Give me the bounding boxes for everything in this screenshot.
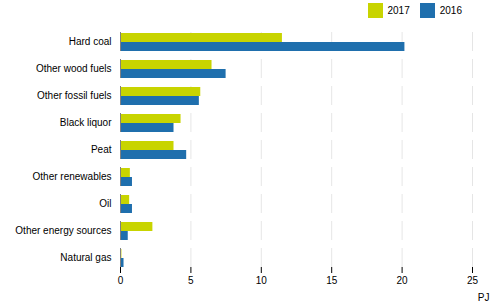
- svg-text:Other wood fuels: Other wood fuels: [36, 63, 112, 74]
- svg-text:Oil: Oil: [99, 198, 111, 209]
- svg-text:5: 5: [188, 275, 194, 286]
- svg-text:Other fossil fuels: Other fossil fuels: [37, 90, 111, 101]
- svg-text:25: 25: [467, 275, 479, 286]
- svg-text:15: 15: [326, 275, 338, 286]
- svg-text:PJ: PJ: [478, 292, 490, 303]
- svg-text:Natural gas: Natural gas: [60, 252, 111, 263]
- html-text:2016: 2016: [439, 4, 462, 16]
- svg-text:Black liquor: Black liquor: [60, 117, 112, 128]
- svg-text:Other energy sources: Other energy sources: [15, 225, 111, 236]
- svg-text:20: 20: [397, 275, 409, 286]
- svg-text:0: 0: [118, 275, 124, 286]
- svg-text:Peat: Peat: [91, 144, 112, 155]
- svg-text:10: 10: [256, 275, 268, 286]
- svg-text:Hard coal: Hard coal: [69, 36, 112, 47]
- svg-text:Other renewables: Other renewables: [33, 171, 112, 182]
- html-text:2017: 2017: [387, 4, 410, 16]
